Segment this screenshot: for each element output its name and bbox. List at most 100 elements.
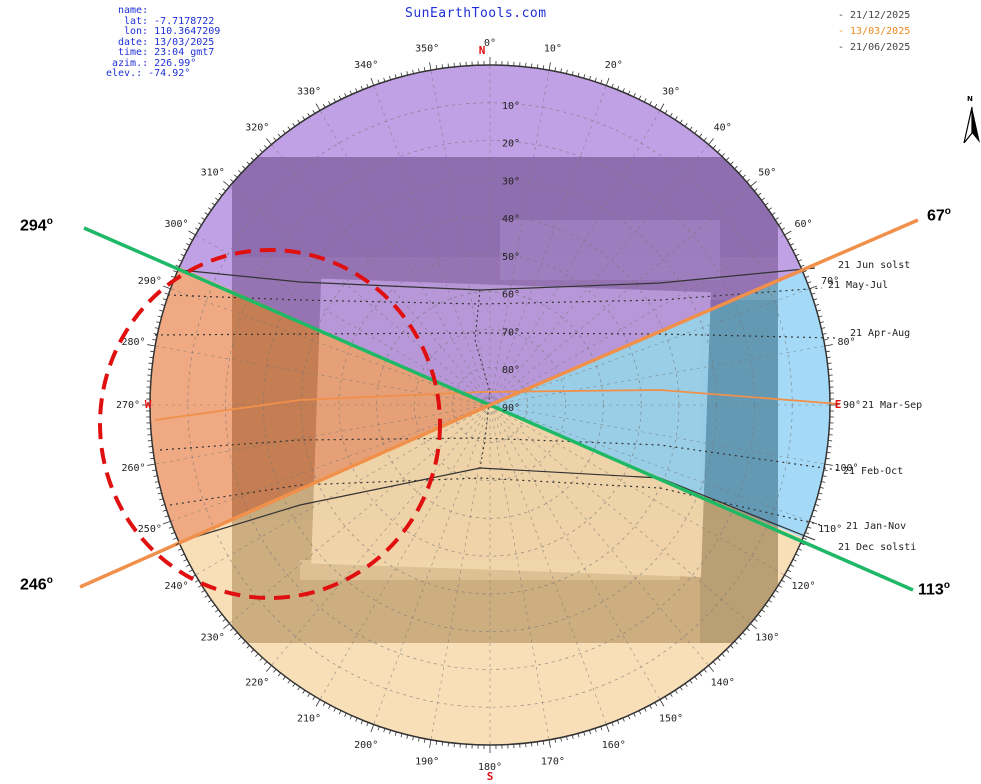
- tick: [798, 549, 802, 551]
- tick: [634, 713, 636, 717]
- location-info: name: lat: -7.7178722 lon: 110.3647209 d…: [100, 6, 245, 80]
- tick: [606, 724, 609, 732]
- azimuth-tick-label: 280°: [121, 337, 145, 348]
- tick: [781, 228, 784, 230]
- tick: [709, 665, 714, 671]
- tick: [389, 76, 390, 80]
- tick: [549, 740, 550, 748]
- tick: [407, 735, 408, 739]
- tick: [803, 538, 807, 540]
- tick: [796, 254, 800, 256]
- tick: [758, 614, 761, 616]
- azimuth-tick-label: 270°: [116, 400, 140, 411]
- sun-path-label: 21 Jan-Nov: [846, 521, 906, 532]
- tick: [278, 673, 280, 676]
- tick: [345, 93, 347, 97]
- tick: [655, 104, 657, 107]
- tick: [303, 116, 305, 119]
- tick: [817, 499, 821, 500]
- tick: [288, 680, 290, 683]
- tick: [790, 244, 794, 246]
- elevation-labels: 10°20°30°40°50°60°70°80°90°: [502, 101, 520, 414]
- tick: [430, 740, 431, 748]
- azimuth-tick-label: 260°: [121, 463, 145, 474]
- site-title[interactable]: SunEarthTools.com: [405, 6, 547, 21]
- tick: [722, 153, 725, 156]
- azimuth-tick-label: 0°: [484, 38, 496, 49]
- sun-path-label: 21 Apr-Aug: [850, 328, 910, 339]
- tick: [739, 637, 742, 640]
- tick: [793, 559, 797, 561]
- legend-mar: - 13/03/2025: [838, 24, 910, 40]
- tick: [793, 249, 797, 251]
- lon-label: lon: 110.3647209: [100, 27, 245, 38]
- time-label: time: 23:04 gmt7: [100, 48, 245, 59]
- tick: [178, 260, 182, 262]
- azimuth-tick-label: 150°: [659, 714, 683, 725]
- tick: [807, 527, 811, 528]
- tick: [234, 633, 237, 636]
- azimuth-tick-label: 350°: [415, 43, 439, 54]
- tick: [685, 684, 687, 687]
- tick: [283, 130, 285, 133]
- tick: [230, 179, 233, 182]
- azimuth-tick-label: 60°: [794, 219, 812, 230]
- tick: [634, 93, 636, 97]
- tick: [251, 650, 254, 653]
- azimuth-tick-label: 240°: [164, 581, 188, 592]
- tick: [298, 120, 300, 123]
- tick: [820, 487, 824, 488]
- tick: [361, 720, 362, 724]
- tick: [238, 637, 241, 640]
- north-arrow-icon: N: [962, 95, 981, 145]
- tick: [778, 223, 781, 225]
- tick: [784, 575, 791, 579]
- tick: [765, 605, 768, 607]
- tick: [718, 658, 721, 661]
- tick: [171, 532, 175, 533]
- annotation-246: 246o: [20, 575, 53, 594]
- azimuth-tick-label: 120°: [791, 581, 815, 592]
- tick: [367, 722, 368, 726]
- tick: [323, 702, 325, 705]
- tick: [572, 735, 573, 739]
- tick: [159, 310, 163, 311]
- annotation-294: 294o: [20, 216, 53, 235]
- azimuth-tick-label: 70°: [821, 276, 839, 287]
- tick: [680, 120, 682, 123]
- tick: [827, 452, 831, 453]
- tick: [713, 145, 716, 148]
- tick: [650, 705, 652, 709]
- tick: [807, 282, 811, 283]
- elevation-label: 50°: [502, 252, 520, 263]
- tick: [223, 624, 229, 629]
- tick: [407, 71, 408, 75]
- tick: [401, 73, 402, 77]
- legend-jun: - 21/06/2025: [838, 40, 910, 56]
- tick: [181, 554, 185, 556]
- tick: [750, 181, 756, 186]
- tick: [644, 708, 646, 712]
- elevation-label: 40°: [502, 214, 520, 225]
- tick: [316, 699, 320, 706]
- tick: [361, 86, 362, 90]
- tick: [623, 88, 625, 92]
- tick: [293, 123, 295, 126]
- tick: [612, 84, 613, 88]
- tick: [303, 690, 305, 693]
- name-label: name:: [100, 6, 245, 17]
- tick: [288, 127, 290, 130]
- azimuth-tick-label: 30°: [662, 86, 680, 97]
- tick: [675, 116, 677, 119]
- tick: [754, 619, 757, 622]
- tick: [639, 711, 641, 715]
- tick: [147, 345, 155, 346]
- azimuth-tick-label: 80°: [837, 337, 855, 348]
- tick: [730, 645, 733, 648]
- tick: [670, 693, 672, 696]
- azimuth-tick-label: 130°: [755, 633, 779, 644]
- tick: [726, 158, 729, 161]
- tick: [747, 628, 750, 631]
- tick: [775, 590, 778, 592]
- tick: [161, 504, 165, 505]
